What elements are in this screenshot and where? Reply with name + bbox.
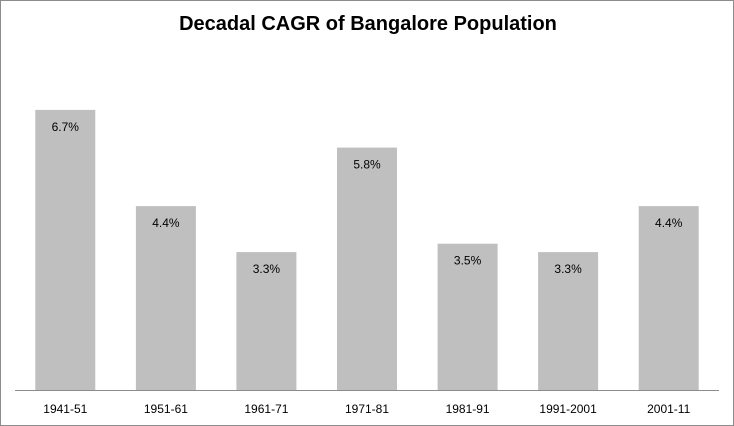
x-tick-label-1981-91: 1981-91 xyxy=(446,402,490,416)
x-tick-labels: 1941-51 1951-61 1961-71 1971-81 1981-91 1991-… xyxy=(43,402,690,416)
data-label-1951-61: 4.4% xyxy=(152,216,180,230)
bar-1961-71 xyxy=(236,252,297,390)
chart-title: Decadal CAGR of Bangalore Population xyxy=(179,13,557,35)
x-tick-label-1991-2001: 1991-2001 xyxy=(539,402,597,416)
data-label-1991-2001: 3.3% xyxy=(554,262,582,276)
x-tick-label-1951-61: 1951-61 xyxy=(144,402,188,416)
bar-2001-11 xyxy=(638,206,699,390)
x-tick-label-1941-51: 1941-51 xyxy=(43,402,87,416)
x-tick-label-1961-71: 1961-71 xyxy=(244,402,288,416)
x-tick-label-1971-81: 1971-81 xyxy=(345,402,389,416)
bar-1941-51 xyxy=(35,109,96,391)
bar-1981-91 xyxy=(437,243,498,390)
bars-group: 6.7% 4.4% 3.3% 5.8% 3.5% 3.3% 4.4% xyxy=(35,109,699,391)
bar-1991-2001 xyxy=(538,252,599,390)
bar-1971-81 xyxy=(337,147,397,390)
data-label-1941-51: 6.7% xyxy=(52,120,80,134)
data-label-2001-11: 4.4% xyxy=(655,216,683,230)
data-label-1971-81: 5.8% xyxy=(353,158,381,172)
x-tick-label-2001-11: 2001-11 xyxy=(647,402,690,416)
bar-1951-61 xyxy=(135,206,196,390)
data-label-1981-91: 3.5% xyxy=(454,254,482,268)
data-label-1961-71: 3.3% xyxy=(253,262,281,276)
